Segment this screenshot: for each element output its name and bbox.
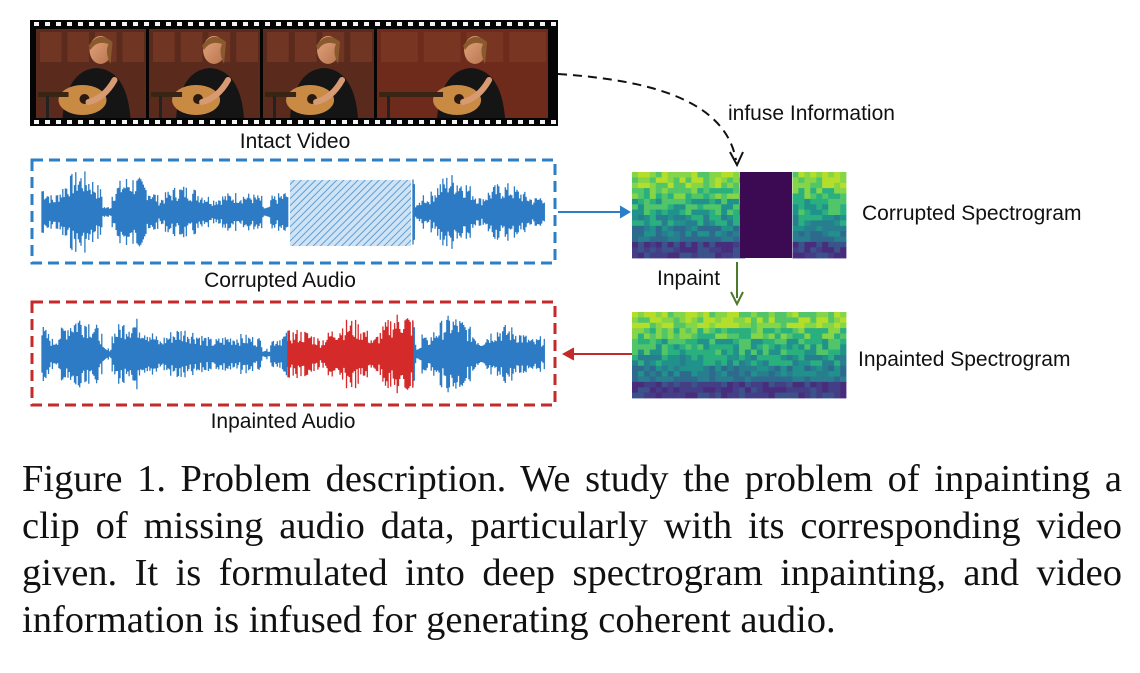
intact-video-label: Intact Video <box>240 130 351 153</box>
inpainted-segment-waveform <box>287 314 414 394</box>
figure-diagram: Intact Video infuse Information Corrupte… <box>30 20 1081 433</box>
inpainted-audio-frame <box>30 300 557 407</box>
corrupted-audio-waveform <box>41 171 545 253</box>
infuse-information-label: infuse Information <box>728 102 895 125</box>
to-spectrogram-arrow <box>558 205 631 219</box>
missing-audio-segment <box>290 180 411 246</box>
inpainted-audio-label: Inpainted Audio <box>211 410 356 433</box>
corrupted-audio-frame <box>30 158 557 265</box>
inpaint-arrow <box>730 262 744 307</box>
inpaint-label: Inpaint <box>657 267 720 290</box>
video-frame <box>36 29 146 118</box>
intact-video-filmstrip <box>30 20 558 126</box>
figure-caption: Figure 1. Problem description. We study … <box>22 458 1122 641</box>
corrupted-spectrogram <box>632 172 847 259</box>
inpainted-audio-waveform <box>41 315 545 393</box>
to-inpainted-audio-arrow <box>561 347 632 361</box>
video-frame <box>149 29 260 118</box>
inpainted-spectrogram <box>632 312 847 399</box>
inpainted-spectrogram-label: Inpainted Spectrogram <box>858 348 1070 371</box>
video-frame <box>377 29 548 118</box>
video-frames <box>36 29 548 118</box>
infuse-arrow <box>557 73 744 168</box>
corrupted-spectrogram-label: Corrupted Spectrogram <box>862 202 1081 225</box>
spectrogram-missing-region <box>740 172 792 258</box>
filmstrip-perforations <box>34 22 556 124</box>
video-frame <box>263 29 374 118</box>
corrupted-audio-label: Corrupted Audio <box>204 269 356 292</box>
